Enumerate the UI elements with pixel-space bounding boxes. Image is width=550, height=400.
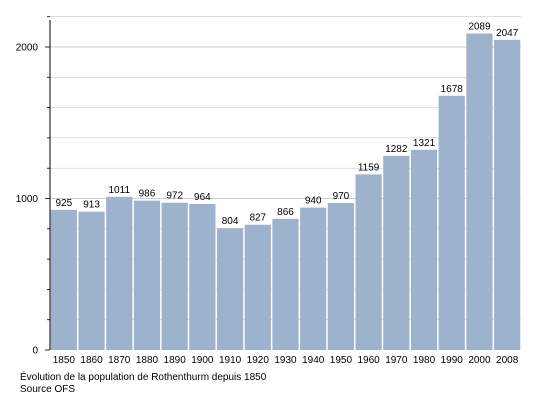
value-label-1970: 1282 (385, 144, 408, 155)
x-tick-label-1980: 1980 (413, 355, 436, 366)
x-tick-label-1920: 1920 (247, 355, 270, 366)
x-tick-label-1950: 1950 (330, 355, 353, 366)
y-tick-label-1000: 1000 (16, 194, 39, 205)
value-label-2000: 2089 (468, 22, 491, 33)
x-tick-label-2008: 2008 (496, 355, 519, 366)
value-label-1980: 1321 (413, 138, 436, 149)
bar-1890 (161, 202, 188, 350)
x-tick-label-1850: 1850 (53, 355, 76, 366)
value-label-1900: 964 (194, 192, 211, 203)
x-tick-label-2000: 2000 (468, 355, 491, 366)
bar-1900 (189, 203, 216, 350)
x-tick-label-1890: 1890 (164, 355, 187, 366)
y-tick-label-0: 0 (32, 346, 38, 357)
x-tick-label-1970: 1970 (385, 355, 408, 366)
x-tick-label-1960: 1960 (357, 355, 380, 366)
bar-1910 (216, 228, 244, 350)
chart-title: Évolution de la population de Rothenthur… (20, 372, 267, 383)
bar-1960 (355, 174, 382, 350)
value-label-2008: 2047 (496, 28, 519, 39)
x-tick-label-1910: 1910 (219, 355, 242, 366)
labels: 0 1000 2000 925 1850 913 1860 1011 1870 986 1880 97… (16, 22, 519, 366)
bar-2000 (466, 33, 493, 350)
bar-1990 (438, 95, 465, 351)
y-tick-label-2000: 2000 (16, 43, 39, 54)
axes (45, 16, 51, 351)
value-label-1920: 827 (249, 213, 266, 224)
value-label-1910: 804 (222, 216, 239, 227)
bar-1980 (410, 149, 438, 350)
value-label-1940: 940 (305, 196, 322, 207)
bar-1870 (106, 196, 133, 350)
value-label-1870: 1011 (109, 185, 131, 196)
chart-source: Source OFS (20, 384, 76, 395)
value-label-1930: 866 (277, 207, 294, 218)
value-label-1880: 986 (139, 189, 156, 200)
x-tick-label-1990: 1990 (441, 355, 464, 366)
bar-1880 (133, 200, 161, 350)
x-tick-label-1860: 1860 (80, 355, 103, 366)
value-label-1860: 913 (83, 200, 100, 211)
value-label-1890: 972 (166, 191, 183, 202)
bar-1920 (244, 224, 271, 350)
bar-2008 (494, 39, 521, 350)
value-label-1850: 925 (56, 198, 73, 209)
bar-1850 (50, 209, 77, 350)
bar-1860 (78, 211, 105, 350)
bar-1970 (383, 155, 410, 350)
bar-1940 (300, 207, 327, 350)
value-label-1990: 1678 (441, 84, 464, 95)
x-tick-label-1870: 1870 (108, 355, 131, 366)
x-tick-label-1900: 1900 (191, 355, 214, 366)
x-tick-label-1940: 1940 (302, 355, 325, 366)
value-label-1950: 970 (333, 191, 350, 202)
value-label-1960: 1159 (358, 162, 380, 173)
bar-1950 (327, 203, 355, 350)
x-tick-label-1930: 1930 (274, 355, 297, 366)
bar-1930 (272, 218, 299, 350)
bars (50, 33, 521, 351)
x-tick-label-1880: 1880 (136, 355, 159, 366)
